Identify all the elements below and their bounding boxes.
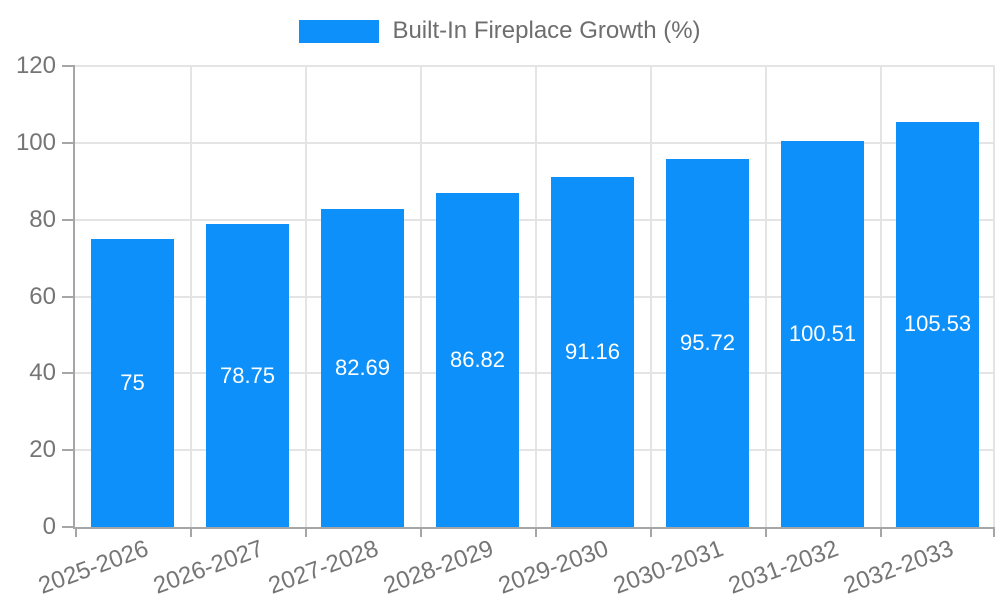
y-axis-tick-label: 20	[29, 436, 56, 464]
y-tick-mark	[62, 295, 75, 298]
x-tick-mark	[993, 527, 995, 537]
x-tick-mark	[190, 527, 192, 537]
legend: Built-In Fireplace Growth (%)	[0, 17, 1000, 45]
gridline-vertical	[305, 66, 307, 527]
legend-label: Built-In Fireplace Growth (%)	[392, 17, 701, 44]
x-tick-mark	[880, 527, 882, 537]
x-axis-label: 2032-2033	[839, 535, 957, 600]
bar-value-label: 86.82	[449, 347, 506, 373]
gridline-vertical	[535, 66, 537, 527]
x-tick-mark	[650, 527, 652, 537]
bar-value-label: 100.51	[788, 320, 857, 346]
y-axis-tick-label: 100	[15, 128, 56, 156]
y-axis-tick-label: 0	[42, 513, 56, 540]
y-axis-tick-label: 60	[29, 282, 56, 310]
x-axis-label: 2025-2026	[34, 535, 152, 600]
bar: 82.69	[321, 209, 404, 527]
y-tick-mark	[62, 141, 75, 144]
bar: 75	[91, 238, 174, 527]
y-axis-tick-label: 120	[15, 52, 56, 79]
bar-value-label: 95.72	[679, 330, 736, 356]
y-tick-mark	[62, 218, 75, 221]
x-tick-mark	[765, 527, 767, 537]
bar-value-label: 105.53	[903, 311, 972, 337]
x-tick-mark	[305, 527, 307, 537]
gridline-vertical	[420, 66, 422, 527]
bar: 78.75	[206, 224, 289, 527]
x-axis-label: 2030-2031	[609, 535, 727, 600]
x-tick-mark	[420, 527, 422, 537]
bar: 86.82	[436, 193, 519, 527]
bar: 105.53	[896, 121, 979, 527]
x-axis-label: 2028-2029	[379, 535, 497, 600]
x-tick-mark	[75, 527, 77, 537]
bar: 91.16	[551, 176, 634, 527]
bar-value-label: 75	[120, 369, 145, 395]
bar-value-label: 82.69	[334, 355, 391, 381]
y-tick-mark	[62, 372, 75, 375]
y-tick-mark	[62, 526, 75, 528]
gridline-vertical	[880, 66, 882, 527]
gridline-vertical	[650, 66, 652, 527]
gridline-vertical	[993, 66, 995, 527]
gridline-vertical	[190, 66, 192, 527]
y-tick-mark	[62, 449, 75, 452]
x-axis-label: 2027-2028	[264, 535, 382, 600]
x-axis-label: 2026-2027	[149, 535, 267, 600]
y-axis-tick-label: 40	[29, 359, 56, 387]
legend-swatch	[299, 19, 380, 43]
x-axis-label: 2029-2030	[494, 535, 612, 600]
bar: 95.72	[666, 159, 749, 527]
y-axis-tick-label: 80	[29, 205, 56, 233]
x-tick-mark	[535, 527, 537, 537]
x-axis-label: 2031-2032	[724, 535, 842, 600]
plot-area: 0 20 40 60 80 100 120 75 78.75 82.69 86.82 91.16 95.…	[16, 52, 995, 600]
y-tick-mark	[62, 65, 75, 67]
bar: 100.51	[781, 140, 864, 527]
bar-value-label: 78.75	[219, 362, 276, 388]
bar-value-label: 91.16	[564, 338, 621, 364]
gridline-vertical	[765, 66, 767, 527]
